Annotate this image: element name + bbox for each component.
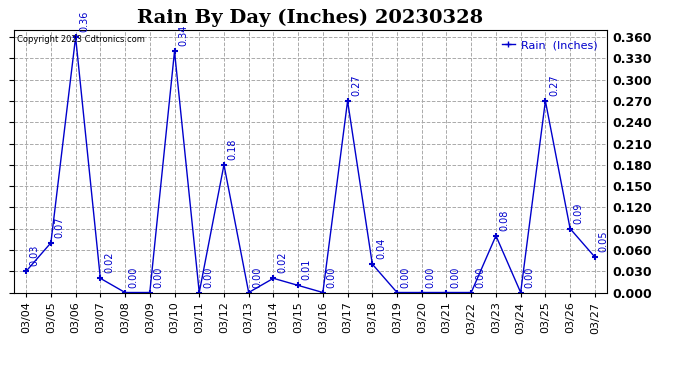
Text: 0.00: 0.00 [401, 266, 411, 288]
Text: Copyright 2023 Cdtronics.com: Copyright 2023 Cdtronics.com [17, 35, 145, 44]
Text: 0.00: 0.00 [524, 266, 534, 288]
Text: 0.09: 0.09 [574, 202, 584, 223]
Legend: Rain  (Inches): Rain (Inches) [497, 36, 602, 54]
Text: 0.34: 0.34 [178, 25, 188, 46]
Text: 0.02: 0.02 [104, 252, 114, 273]
Text: 0.00: 0.00 [326, 266, 337, 288]
Text: 0.01: 0.01 [302, 259, 312, 280]
Text: 0.03: 0.03 [30, 245, 40, 266]
Text: 0.00: 0.00 [203, 266, 213, 288]
Text: 0.00: 0.00 [253, 266, 262, 288]
Text: 0.04: 0.04 [376, 238, 386, 259]
Text: 0.05: 0.05 [598, 231, 609, 252]
Text: 0.00: 0.00 [153, 266, 164, 288]
Text: 0.18: 0.18 [228, 138, 237, 160]
Text: 0.36: 0.36 [79, 11, 89, 32]
Text: 0.00: 0.00 [450, 266, 460, 288]
Text: 0.27: 0.27 [351, 74, 362, 96]
Text: 0.02: 0.02 [277, 252, 287, 273]
Text: 0.00: 0.00 [129, 266, 139, 288]
Text: 0.00: 0.00 [426, 266, 435, 288]
Text: 0.27: 0.27 [549, 74, 559, 96]
Text: 0.00: 0.00 [475, 266, 485, 288]
Text: 0.08: 0.08 [500, 209, 510, 231]
Text: 0.07: 0.07 [55, 216, 65, 238]
Title: Rain By Day (Inches) 20230328: Rain By Day (Inches) 20230328 [137, 9, 484, 27]
